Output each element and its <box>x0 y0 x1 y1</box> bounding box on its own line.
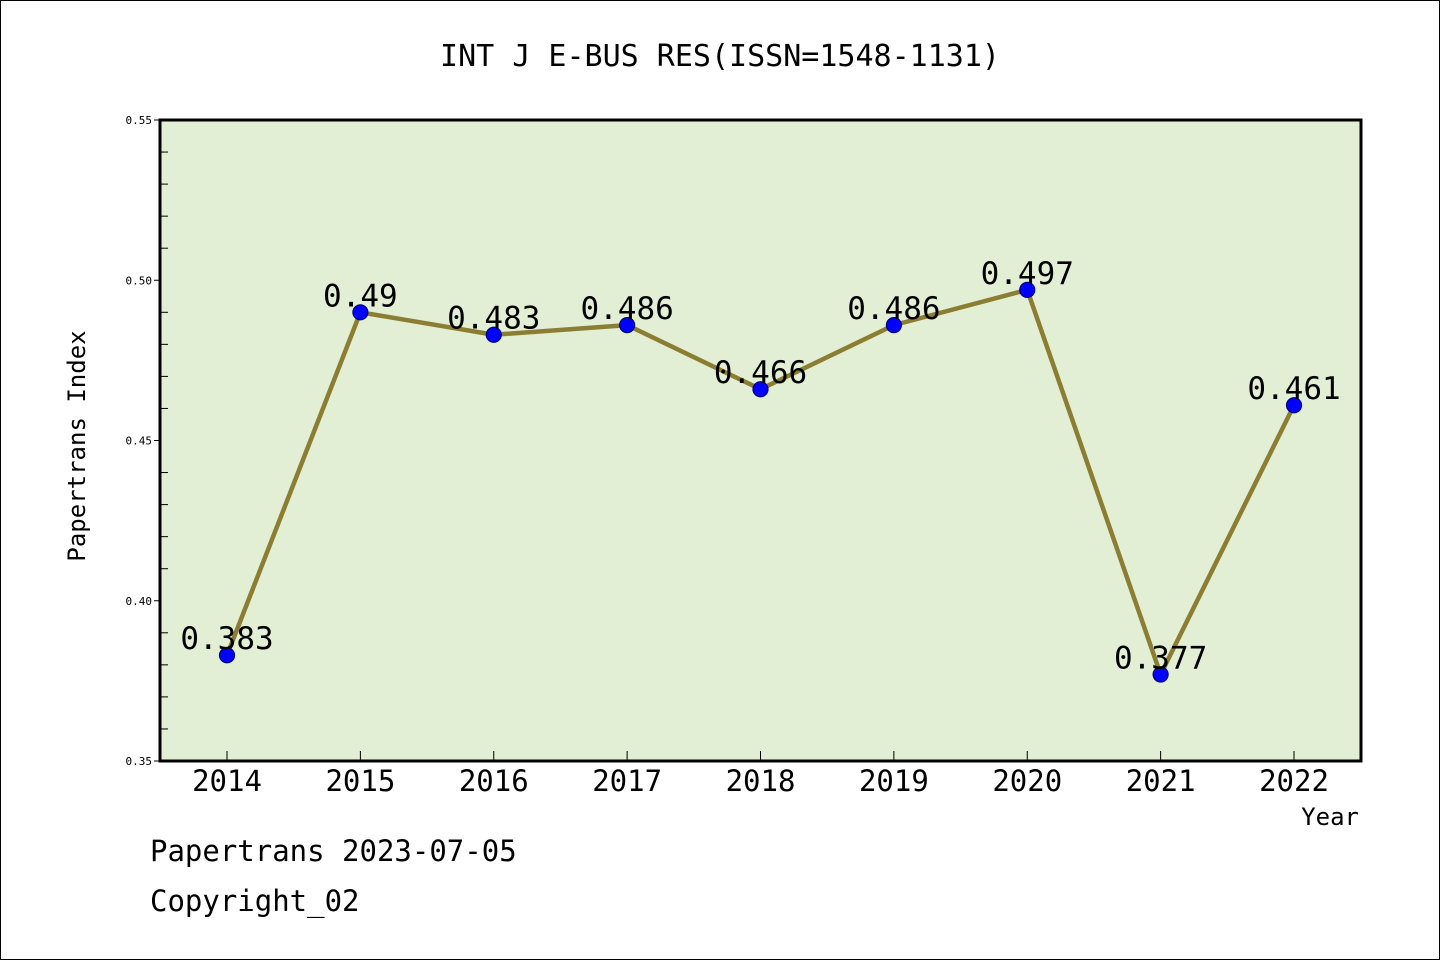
data-point <box>619 317 636 334</box>
data-label: 0.383 <box>180 621 273 657</box>
data-label: 0.49 <box>323 278 398 314</box>
data-label: 0.483 <box>447 301 540 337</box>
data-point <box>1019 281 1036 298</box>
footer-copyright: Copyright_02 <box>150 884 360 918</box>
data-label: 0.486 <box>580 291 673 327</box>
data-point <box>1285 397 1303 414</box>
data-point <box>752 381 769 398</box>
x-tick-label: 2016 <box>459 764 529 798</box>
x-tick-label: 2014 <box>192 764 262 798</box>
x-tick-label: 2015 <box>325 764 395 798</box>
y-tick-label: 0.35 <box>126 755 153 768</box>
y-axis-label: Papertrans Index <box>63 330 91 561</box>
data-point <box>352 304 369 321</box>
y-tick-label: 0.55 <box>126 114 153 127</box>
x-axis-ticks: 2014 2015 2016 2017 2018 2019 2020 2021 2022 <box>192 751 1329 798</box>
x-tick-label: 2021 <box>1126 764 1196 798</box>
data-label: 0.486 <box>847 291 940 327</box>
plot-area <box>158 118 1363 763</box>
x-tick-label: 2022 <box>1259 764 1329 798</box>
data-point <box>885 317 902 334</box>
data-label: 0.377 <box>1114 640 1207 676</box>
data-labels-group: 0.383 0.49 0.483 0.486 0.466 0.486 0.497 0.377 0… <box>180 256 1340 677</box>
y-axis-ticks: 0.35 0.40 0.45 0.50 0.55 <box>126 114 168 768</box>
x-tick-label: 2018 <box>726 764 796 798</box>
chart-title: INT J E-BUS RES(ISSN=1548-1131) <box>440 39 1000 74</box>
data-label: 0.497 <box>981 256 1074 292</box>
x-tick-label: 2017 <box>592 764 662 798</box>
x-tick-label: 2020 <box>992 764 1062 798</box>
data-point <box>1152 666 1169 683</box>
data-point <box>218 647 236 664</box>
y-tick-label: 0.40 <box>126 595 153 608</box>
y-tick-label: 0.50 <box>126 274 153 287</box>
series-line-group <box>218 281 1303 683</box>
x-tick-label: 2019 <box>859 764 929 798</box>
data-label: 0.461 <box>1247 371 1340 407</box>
data-label: 0.466 <box>714 355 807 391</box>
y-tick-label: 0.45 <box>126 435 153 448</box>
footer-date: Papertrans 2023-07-05 <box>150 834 517 868</box>
x-axis-label: Year <box>1301 803 1359 831</box>
data-point <box>485 326 502 343</box>
